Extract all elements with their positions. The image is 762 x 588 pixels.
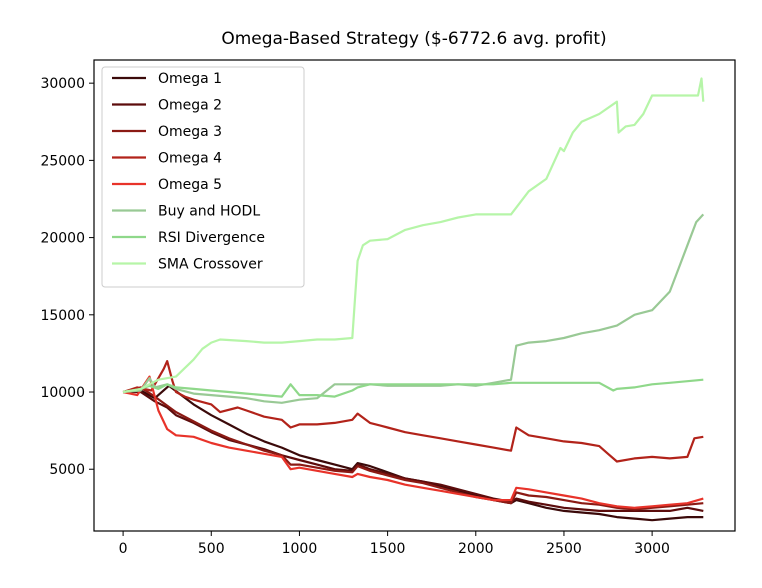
legend-label: Omega 2: [158, 98, 222, 114]
legend-label: Omega 3: [158, 124, 222, 140]
plot-frame: [93, 59, 736, 532]
series-line-5: [122, 375, 704, 509]
y-tick-label: 5000: [49, 462, 85, 478]
plot-lines: [122, 77, 705, 522]
series-line-1: [123, 384, 704, 522]
series-line-2: [123, 390, 704, 512]
x-tick-label: 0: [119, 541, 128, 557]
series-line-3: [122, 386, 704, 511]
x-tick-label: 2500: [546, 541, 582, 557]
x-tick-label: 500: [198, 541, 225, 557]
series-line-7: [122, 378, 704, 398]
y-tick-label: 30000: [40, 76, 85, 92]
legend-label: RSI Divergence: [158, 230, 265, 246]
legend-label: Buy and HODL: [158, 204, 260, 220]
series-line-6: [123, 213, 705, 404]
y-tick-label: 25000: [40, 153, 85, 169]
series-line-8: [122, 77, 705, 394]
legend-frame: [101, 66, 305, 288]
chart-title: Omega-Based Strategy ($-6772.6 avg. prof…: [221, 29, 606, 49]
series-line-4: [122, 360, 704, 463]
x-tick-label: 1500: [370, 541, 406, 557]
x-tick-label: 2000: [458, 541, 494, 557]
x-tick-label: 3000: [634, 541, 670, 557]
legend-label: Omega 1: [158, 71, 222, 87]
legend-label: Omega 5: [158, 177, 222, 193]
y-tick-label: 10000: [40, 385, 85, 401]
x-tick-label: 1000: [282, 541, 318, 557]
y-tick-label: 15000: [40, 308, 85, 324]
legend-label: SMA Crossover: [158, 257, 263, 273]
legend-label: Omega 4: [158, 151, 222, 167]
y-tick-label: 20000: [40, 231, 85, 247]
axis-ticks: 0 500 1000 1500 2000 2500 3000 5000 10000 15000 20…: [40, 76, 669, 557]
legend: Omega 1 Omega 2 Omega 3 Omega 4 Omega 5 Buy a…: [101, 66, 305, 288]
